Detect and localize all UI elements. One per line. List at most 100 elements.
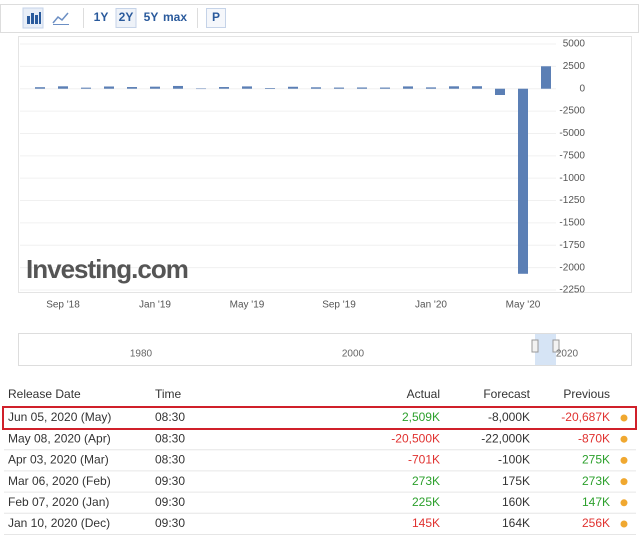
- table-header: Forecast: [483, 387, 530, 401]
- table-cell: -8,000K: [488, 410, 530, 424]
- bar: [35, 87, 45, 89]
- y-tick-label: -2000: [559, 262, 585, 273]
- bar: [104, 86, 114, 89]
- table-cell: Mar 06, 2020 (Feb): [8, 474, 111, 488]
- y-tick-label: 2500: [563, 61, 586, 72]
- table-cell: Apr 03, 2020 (Mar): [8, 453, 109, 467]
- chart-frame: [18, 36, 632, 293]
- status-dot: [620, 456, 628, 464]
- table-cell: 08:30: [155, 431, 185, 445]
- p-button-frame: [206, 8, 226, 28]
- bar: [173, 85, 183, 89]
- selected-range: [115, 8, 137, 28]
- table-cell: 09:30: [155, 474, 185, 488]
- bar: [196, 88, 206, 90]
- bar: [81, 87, 91, 89]
- line-chart-icon[interactable]: [52, 12, 69, 25]
- bar: [449, 86, 459, 89]
- bar: [311, 87, 321, 89]
- navigator-label: 2020: [556, 349, 579, 360]
- status-dot: [620, 478, 628, 486]
- bar: [288, 86, 298, 89]
- table-cell: 09:30: [155, 516, 185, 530]
- range-button[interactable]: 2Y: [119, 10, 134, 24]
- navigator-handle[interactable]: [552, 339, 560, 353]
- x-tick-label: Jan '20: [415, 300, 447, 311]
- status-dot: [620, 435, 628, 443]
- x-tick-label: Jan '19: [139, 300, 171, 311]
- x-tick-label: Sep '19: [322, 300, 356, 311]
- y-tick-label: -2500: [559, 106, 585, 117]
- y-tick-label: 5000: [563, 39, 586, 50]
- status-dot: [620, 414, 628, 422]
- table-cell: 2,509K: [402, 410, 440, 424]
- table-cell: Feb 07, 2020 (Jan): [8, 495, 109, 509]
- bar: [403, 86, 413, 89]
- y-tick-label: -2250: [559, 285, 585, 296]
- table-cell: -100K: [498, 453, 530, 467]
- bar: [472, 86, 482, 89]
- navigator-selection[interactable]: [535, 334, 556, 365]
- table-cell: 145K: [412, 516, 440, 530]
- status-dot: [620, 499, 628, 507]
- range-button[interactable]: 1Y: [94, 10, 109, 24]
- navigator: [18, 333, 632, 366]
- bar: [541, 66, 551, 89]
- x-tick-label: May '19: [230, 300, 265, 311]
- table-cell: 147K: [582, 495, 610, 509]
- toolbar: [0, 4, 639, 33]
- table-cell: 225K: [412, 495, 440, 509]
- bar: [219, 87, 229, 89]
- table-header: Time: [155, 387, 182, 401]
- table-cell: May 08, 2020 (Apr): [8, 431, 111, 445]
- bar: [127, 87, 137, 89]
- watermark: Investing.com: [26, 254, 188, 284]
- y-tick-label: -5000: [559, 128, 585, 139]
- bar: [495, 88, 505, 95]
- row-highlight: [2, 406, 637, 430]
- bar: [518, 88, 528, 274]
- y-tick-label: -1500: [559, 218, 585, 229]
- range-button[interactable]: 5Y: [144, 10, 159, 24]
- bar: [242, 86, 252, 89]
- table-cell: 273K: [582, 474, 610, 488]
- y-tick-label: 0: [579, 83, 585, 94]
- table-cell: Jun 05, 2020 (May): [8, 410, 111, 424]
- table-cell: Jan 10, 2020 (Dec): [8, 516, 110, 530]
- y-tick-label: -1250: [559, 195, 585, 206]
- table-cell: -20,500K: [391, 431, 440, 445]
- status-dot: [620, 520, 628, 528]
- table-cell: 256K: [582, 516, 610, 530]
- table-cell: 09:30: [155, 495, 185, 509]
- p-button[interactable]: P: [212, 10, 220, 24]
- table-cell: 160K: [502, 495, 530, 509]
- bar-chart-icon[interactable]: [22, 7, 44, 29]
- y-tick-label: -7500: [559, 150, 585, 161]
- table-header: Release Date: [8, 387, 81, 401]
- table-cell: -22,000K: [481, 431, 530, 445]
- navigator-label: 2000: [342, 349, 365, 360]
- bar: [58, 86, 68, 89]
- x-tick-label: May '20: [506, 300, 541, 311]
- y-tick-label: -1000: [559, 173, 585, 184]
- bar: [357, 87, 367, 89]
- bar: [380, 87, 390, 89]
- table-cell: -20,687K: [561, 410, 610, 424]
- table-cell: 273K: [412, 474, 440, 488]
- x-tick-label: Sep '18: [46, 300, 80, 311]
- table-header: Previous: [563, 387, 610, 401]
- y-tick-label: -1750: [559, 240, 585, 251]
- table-header: Actual: [407, 387, 440, 401]
- navigator-label: 1980: [130, 349, 153, 360]
- range-button[interactable]: max: [163, 10, 187, 24]
- navigator-handle[interactable]: [531, 339, 539, 353]
- table-cell: 08:30: [155, 410, 185, 424]
- table-cell: 08:30: [155, 453, 185, 467]
- bar: [150, 86, 160, 89]
- table-cell: -870K: [578, 431, 610, 445]
- table-cell: 175K: [502, 474, 530, 488]
- bar: [334, 87, 344, 89]
- bar: [426, 87, 436, 89]
- table-cell: 164K: [502, 516, 530, 530]
